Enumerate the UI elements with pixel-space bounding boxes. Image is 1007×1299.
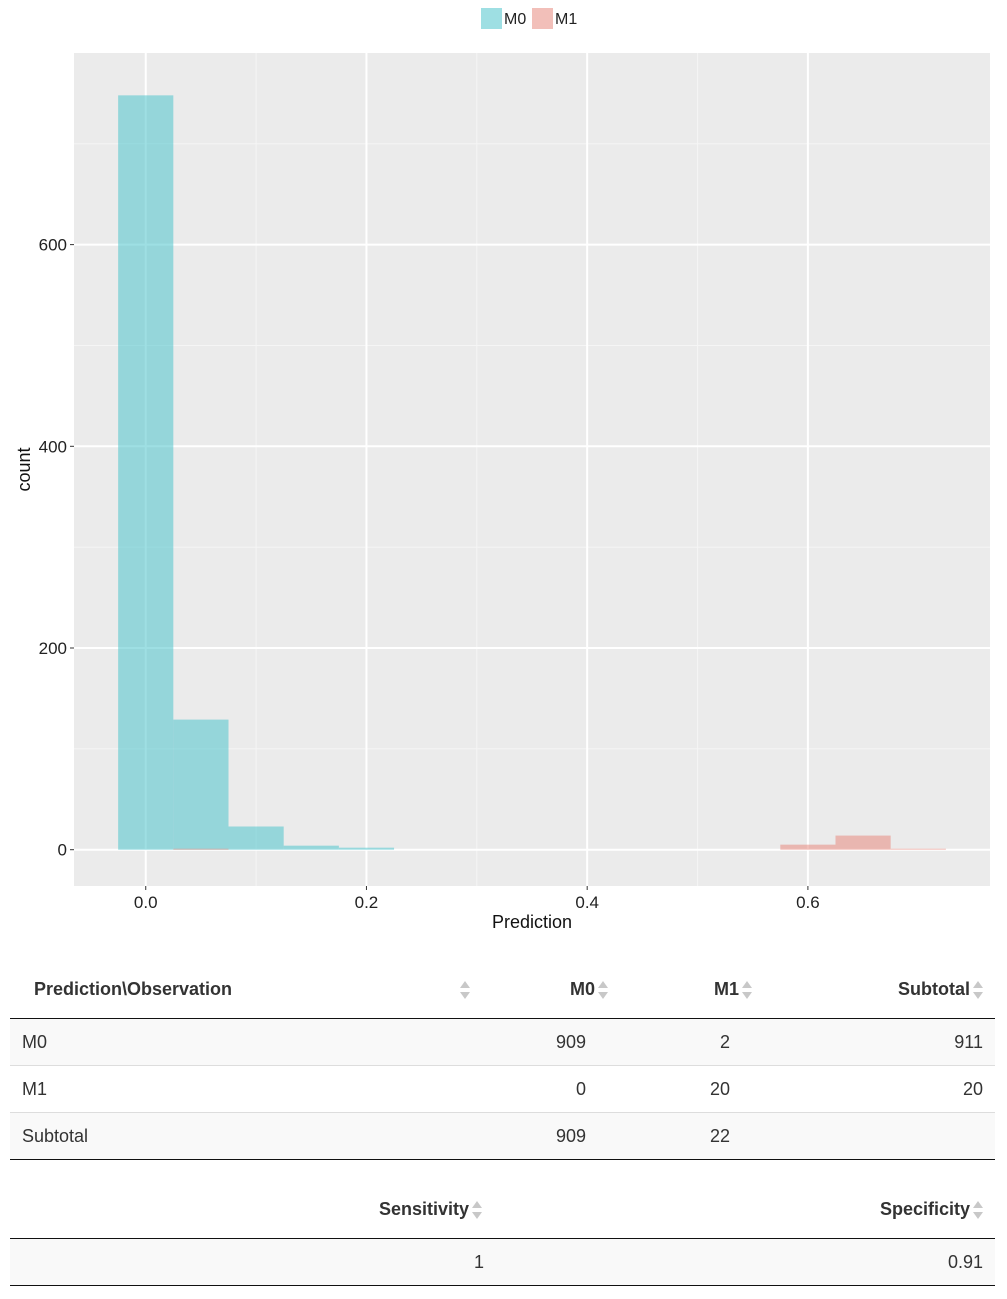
histogram-bar-m1 [890,848,946,850]
y-tick-label: 600 [39,236,67,255]
header-prediction-observation[interactable]: Prediction\Observation [10,962,482,1019]
sensitivity-value: 1 [10,1238,494,1286]
confusion-matrix-table: Prediction\Observation M0 M1 Subtotal M0… [10,962,995,1160]
table-cell: 2 [620,1018,764,1066]
histogram-bar-m0 [228,826,284,850]
x-axis-title: Prediction [492,912,572,932]
header-subtotal[interactable]: Subtotal [764,962,995,1019]
legend-swatch-m1 [532,8,553,29]
sort-icon[interactable] [460,980,470,1000]
table-cell [764,1112,995,1160]
y-tick-label: 0 [58,841,67,860]
histogram-bar-m0 [118,95,174,850]
header-m1[interactable]: M1 [620,962,764,1019]
histogram-bar-m0 [173,719,229,850]
table-row: 1 0.91 [10,1238,995,1286]
x-tick-label: 0.6 [796,893,820,912]
table-cell: 0 [482,1065,620,1113]
specificity-value: 0.91 [494,1238,995,1286]
x-tick-label: 0.0 [134,893,158,912]
sort-icon[interactable] [742,980,752,1000]
sort-icon[interactable] [598,980,608,1000]
histogram-bar-m1 [835,835,891,850]
table-cell: 22 [620,1112,764,1160]
histogram-bar-m1 [173,848,229,850]
table-cell: 909 [482,1112,620,1160]
legend-swatch-m0 [481,8,502,29]
row-label: M0 [10,1018,482,1066]
table-cell: 20 [620,1065,764,1113]
table-cell: 909 [482,1018,620,1066]
y-axis-title: count [14,447,34,491]
header-specificity[interactable]: Specificity [494,1182,995,1239]
table-row: M0 909 2 911 [10,1018,995,1066]
table-row: M1 0 20 20 [10,1065,995,1113]
sort-icon[interactable] [472,1200,482,1220]
header-sensitivity[interactable]: Sensitivity [10,1182,494,1239]
histogram-bar-m0 [338,847,395,850]
x-tick-label: 0.4 [575,893,599,912]
x-tick-label: 0.2 [355,893,379,912]
row-label: M1 [10,1065,482,1113]
sort-icon[interactable] [973,1200,983,1220]
histogram-svg: 0 200 400 600 0.0 0.2 0.4 0.6 Prediction count M0 M… [14,8,990,932]
table-row: Subtotal 909 22 [10,1112,995,1160]
y-tick-label: 400 [39,437,67,456]
table-cell: 20 [764,1065,995,1113]
histogram-bar-m0 [283,845,339,850]
row-label: Subtotal [10,1112,482,1160]
confusion-header-row: Prediction\Observation M0 M1 Subtotal [10,962,995,1019]
header-m0[interactable]: M0 [482,962,620,1019]
legend-label-m0: M0 [504,11,526,28]
y-tick-label: 200 [39,639,67,658]
histogram-chart: 0 200 400 600 0.0 0.2 0.4 0.6 Prediction count M0 M… [14,8,990,932]
metrics-table: Sensitivity Specificity 1 0.91 [10,1182,995,1286]
sort-icon[interactable] [973,980,983,1000]
metrics-header-row: Sensitivity Specificity [10,1182,995,1239]
table-cell: 911 [764,1018,995,1066]
histogram-bar-m1 [780,844,836,850]
legend-label-m1: M1 [555,11,577,28]
